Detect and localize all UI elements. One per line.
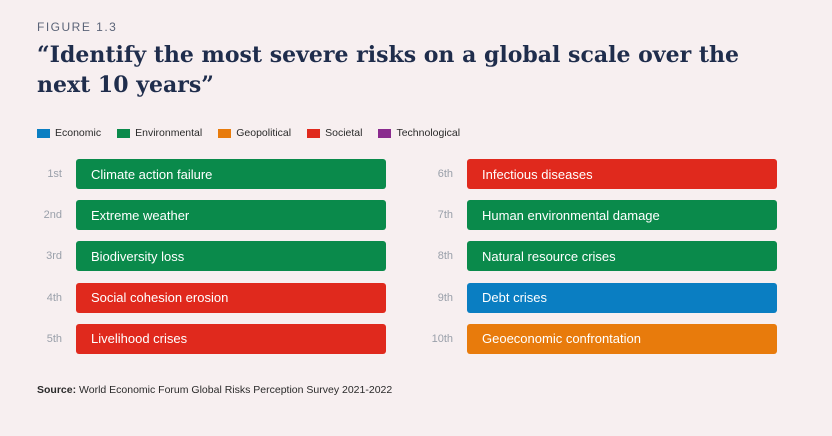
risk-bar: Infectious diseases bbox=[467, 159, 777, 189]
legend: Economic Environmental Geopolitical Societa… bbox=[37, 127, 476, 139]
rank-label: 8th bbox=[437, 250, 453, 263]
rank-label: 4th bbox=[46, 291, 62, 304]
risk-bar: Biodiversity loss bbox=[76, 241, 386, 272]
legend-swatch bbox=[307, 128, 321, 138]
source-label: Source: bbox=[37, 384, 77, 396]
legend-swatch bbox=[117, 128, 131, 138]
risk-bar: Natural resource crises bbox=[467, 241, 777, 272]
rank-label: 3rd bbox=[46, 250, 62, 263]
legend-item-economic: Economic bbox=[37, 127, 101, 139]
figure-label: FIGURE 1.3 bbox=[37, 20, 118, 34]
rank-label: 1st bbox=[47, 168, 62, 180]
legend-label: Economic bbox=[55, 127, 102, 139]
legend-label: Technological bbox=[396, 127, 461, 139]
source-text: World Economic Forum Global Risks Percep… bbox=[79, 384, 393, 396]
legend-label: Societal bbox=[325, 127, 363, 139]
source-note: Source: World Economic Forum Global Risk… bbox=[37, 384, 392, 396]
legend-item-societal: Societal bbox=[307, 127, 362, 139]
legend-item-technological: Technological bbox=[378, 127, 460, 139]
risk-bar: Social cohesion erosion bbox=[76, 282, 386, 313]
legend-label: Geopolitical bbox=[236, 127, 292, 139]
risk-bar: Debt crises bbox=[467, 282, 777, 313]
legend-swatch bbox=[378, 128, 392, 138]
risk-bar: Human environmental damage bbox=[467, 200, 777, 231]
legend-swatch bbox=[218, 128, 232, 138]
rank-label: 7th bbox=[437, 209, 453, 222]
risk-bar: Extreme weather bbox=[76, 200, 386, 231]
rank-label: 2nd bbox=[43, 209, 62, 222]
legend-label: Environmental bbox=[135, 127, 203, 139]
rank-label: 6th bbox=[437, 168, 453, 180]
rank-label: 10th bbox=[431, 332, 453, 345]
legend-swatch bbox=[37, 128, 50, 138]
rank-label: 5th bbox=[46, 332, 62, 345]
risk-bar: Geoeconomic confrontation bbox=[467, 323, 777, 354]
legend-item-geopolitical: Geopolitical bbox=[218, 127, 291, 139]
risk-bar: Climate action failure bbox=[76, 159, 386, 189]
rank-label: 9th bbox=[437, 291, 453, 304]
legend-item-environmental: Environmental bbox=[117, 127, 202, 139]
chart-title: “Identify the most severe risks on a glo… bbox=[37, 42, 739, 98]
risk-bar: Livelihood crises bbox=[76, 323, 386, 354]
